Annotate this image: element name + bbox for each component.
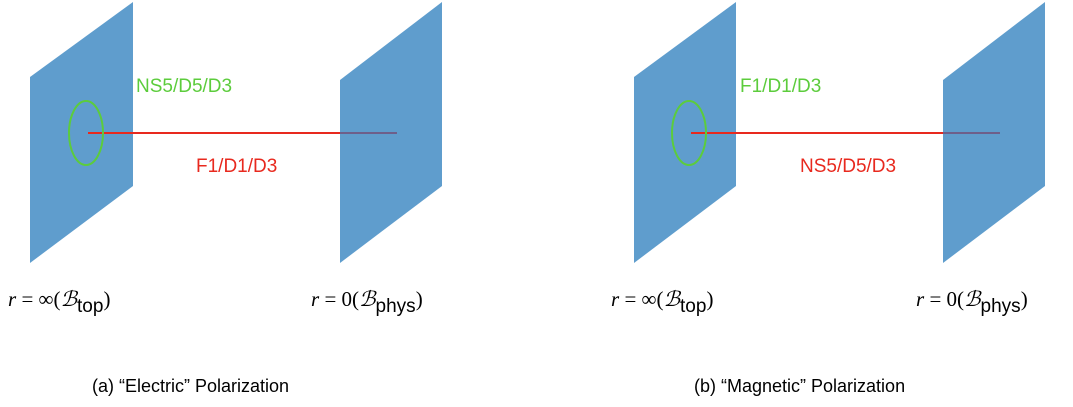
right-boundary-label: r = 0(ℬphys) bbox=[311, 287, 423, 317]
script-b-symbol: ℬ bbox=[664, 287, 682, 311]
left-boundary-prefix: = ∞( bbox=[16, 287, 60, 311]
panel-a: NS5/D5/D3 F1/D1/D3 r = ∞(ℬtop) r = 0(ℬph… bbox=[8, 2, 442, 396]
left-boundary-plate bbox=[30, 2, 133, 263]
right-boundary-label: r = 0(ℬphys) bbox=[916, 287, 1028, 317]
script-b-symbol: ℬ bbox=[61, 287, 79, 311]
right-boundary-prefix: = 0( bbox=[924, 287, 964, 311]
line-label: NS5/D5/D3 bbox=[800, 156, 896, 177]
brane-loop bbox=[68, 100, 104, 166]
left-boundary-sub: top bbox=[77, 296, 103, 317]
caption: (a) “Electric” Polarization bbox=[92, 376, 289, 396]
panel-b: F1/D1/D3 NS5/D5/D3 r = ∞(ℬtop) r = 0(ℬph… bbox=[611, 2, 1045, 396]
left-boundary-plate bbox=[634, 2, 736, 263]
brane-loop bbox=[671, 100, 707, 166]
right-boundary-prefix: = 0( bbox=[319, 287, 359, 311]
script-b-symbol: ℬ bbox=[964, 287, 982, 311]
right-boundary-sub: phys bbox=[376, 296, 416, 317]
left-boundary-label: r = ∞(ℬtop) bbox=[8, 287, 110, 317]
line-label: F1/D1/D3 bbox=[196, 156, 277, 177]
left-boundary-prefix: = ∞( bbox=[619, 287, 663, 311]
loop-label: F1/D1/D3 bbox=[740, 76, 821, 97]
loop-label: NS5/D5/D3 bbox=[136, 76, 232, 97]
left-boundary-label: r = ∞(ℬtop) bbox=[611, 287, 713, 317]
script-b-symbol: ℬ bbox=[359, 287, 377, 311]
left-boundary-sub: top bbox=[680, 296, 706, 317]
caption: (b) “Magnetic” Polarization bbox=[694, 376, 905, 396]
right-boundary-sub: phys bbox=[981, 296, 1021, 317]
